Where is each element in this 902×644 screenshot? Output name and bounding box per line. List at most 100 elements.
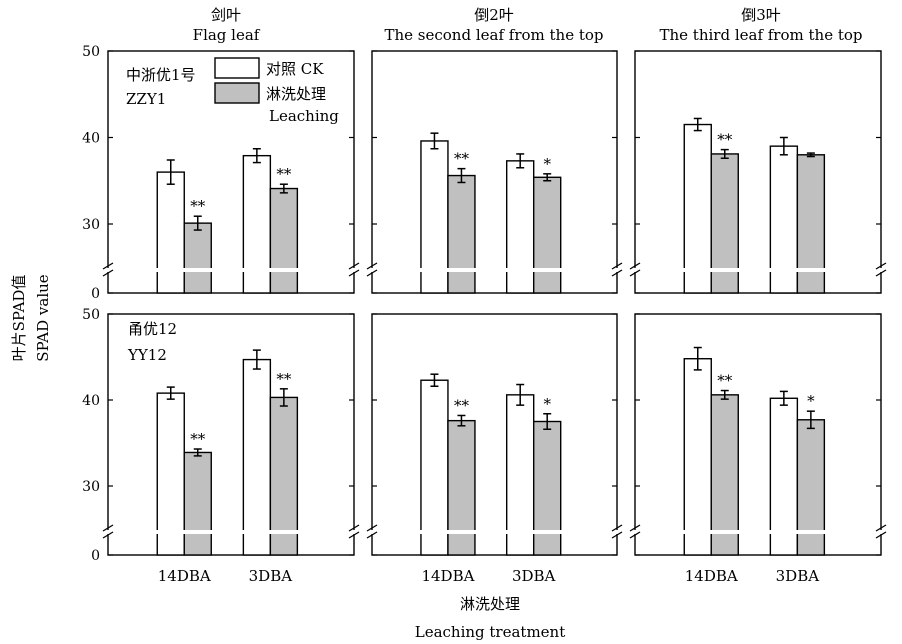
- axis-break-mark: [366, 269, 378, 277]
- significance-mark: **: [190, 430, 206, 448]
- axis-break-mark: [102, 269, 114, 277]
- panel-4: 0 30 40 50 ** **: [82, 307, 360, 564]
- x-category-label: 3DBA: [249, 567, 293, 585]
- panel-3: **: [629, 50, 887, 294]
- significance-mark: *: [807, 392, 815, 410]
- panel-frame: [634, 50, 882, 294]
- bar-ck: [242, 154, 272, 294]
- axis-break-band: [633, 268, 883, 272]
- significance-mark: *: [543, 155, 551, 173]
- panel-frame: [107, 50, 355, 294]
- axis-break-mark: [629, 262, 641, 270]
- col-title-en-3: The third leaf from the top: [659, 26, 862, 44]
- axis-break-band: [370, 268, 619, 272]
- panel-1: 0 30 40 50 ** **: [82, 44, 360, 302]
- axis-break-mark: [611, 524, 623, 532]
- bar-leaching: [533, 420, 562, 556]
- bar-ck: [506, 160, 535, 294]
- bar-ck: [683, 358, 712, 556]
- panel-6: ***: [629, 313, 887, 556]
- y-tick-label: 40: [82, 393, 100, 409]
- y-tick-label: 50: [82, 307, 100, 323]
- legend-swatch-leaching: [214, 82, 260, 104]
- y-tick-label: 40: [82, 131, 100, 147]
- axis-break-mark: [366, 531, 378, 539]
- significance-mark: **: [717, 131, 733, 149]
- x-axis-title-cn: 淋洗处理: [460, 595, 520, 613]
- x-category-label: 14DBA: [421, 567, 474, 585]
- x-category-label: 14DBA: [685, 567, 738, 585]
- significance-mark: *: [543, 395, 551, 413]
- axis-break-mark: [875, 524, 887, 532]
- significance-mark: **: [454, 396, 470, 414]
- x-category-label: 14DBA: [158, 567, 211, 585]
- y-axis-title-en: SPAD value: [34, 274, 52, 361]
- axis-break-mark: [102, 524, 114, 532]
- panel-frame: [371, 313, 618, 556]
- panel-2: ** *: [366, 50, 623, 294]
- panel-frame: [634, 313, 882, 556]
- significance-mark: **: [190, 197, 206, 215]
- bar-leaching: [533, 176, 562, 294]
- axis-break-mark: [366, 524, 378, 532]
- axis-break-band: [633, 530, 883, 534]
- panel-frame: [107, 313, 355, 556]
- x-axis-title-en: Leaching treatment: [415, 623, 566, 641]
- axis-break-mark: [348, 262, 360, 270]
- col-title-en-1: Flag leaf: [193, 26, 261, 44]
- y-tick-label: 30: [82, 217, 100, 233]
- axis-break-mark: [611, 262, 623, 270]
- significance-mark: **: [717, 372, 733, 390]
- legend-swatch-ck: [214, 57, 260, 79]
- axis-break-mark: [366, 262, 378, 270]
- bar-ck: [242, 358, 272, 556]
- bar-leaching: [183, 451, 212, 556]
- axis-break-mark: [629, 531, 641, 539]
- bar-leaching: [183, 222, 212, 294]
- axis-break-band: [106, 268, 356, 272]
- axis-break-mark: [348, 269, 360, 277]
- y-tick-label: 0: [91, 286, 100, 302]
- variety-label-cn-row1: 中浙优1号: [126, 66, 196, 84]
- axis-break-band: [370, 530, 619, 534]
- bar-leaching: [447, 419, 476, 556]
- bar-leaching: [710, 153, 739, 294]
- variety-label-en-row2: YY12: [127, 346, 167, 364]
- legend-label-ck: 对照 CK: [266, 60, 324, 78]
- x-category-label: 3DBA: [776, 567, 820, 585]
- axis-break-mark: [102, 262, 114, 270]
- x-category-label: 3DBA: [512, 567, 556, 585]
- axis-break-mark: [348, 531, 360, 539]
- bar-leaching: [796, 154, 826, 294]
- panel-5: ** *: [366, 313, 623, 556]
- bar-ck: [420, 140, 449, 294]
- bar-ck: [420, 379, 449, 556]
- bar-ck: [156, 171, 185, 294]
- bar-leaching: [269, 187, 299, 294]
- axis-break-mark: [611, 531, 623, 539]
- labels-layer: 剑叶 Flag leaf 倒2叶 The second leaf from th…: [10, 6, 863, 641]
- significance-mark: **: [454, 150, 470, 168]
- bar-ck: [683, 123, 712, 294]
- col-title-cn-1: 剑叶: [211, 6, 241, 24]
- y-axis-title-cn: 叶片SPAD值: [10, 275, 28, 362]
- significance-mark: **: [276, 165, 292, 183]
- axis-break-mark: [875, 531, 887, 539]
- col-title-en-2: The second leaf from the top: [384, 26, 603, 44]
- panel-frame: [371, 50, 618, 294]
- bar-leaching: [269, 396, 299, 556]
- axis-break-mark: [348, 524, 360, 532]
- bar-leaching: [796, 419, 826, 556]
- variety-label-cn-row2: 甬优12: [128, 320, 177, 338]
- y-tick-label: 0: [91, 548, 100, 564]
- axis-break-mark: [102, 531, 114, 539]
- axis-break-mark: [629, 524, 641, 532]
- legend-label-leaching-cn: 淋洗处理: [266, 85, 326, 103]
- y-tick-label: 50: [82, 44, 100, 60]
- axis-break-mark: [875, 269, 887, 277]
- bar-leaching: [447, 174, 476, 294]
- variety-label-en-row1: ZZY1: [126, 90, 166, 108]
- y-tick-label: 30: [82, 479, 100, 495]
